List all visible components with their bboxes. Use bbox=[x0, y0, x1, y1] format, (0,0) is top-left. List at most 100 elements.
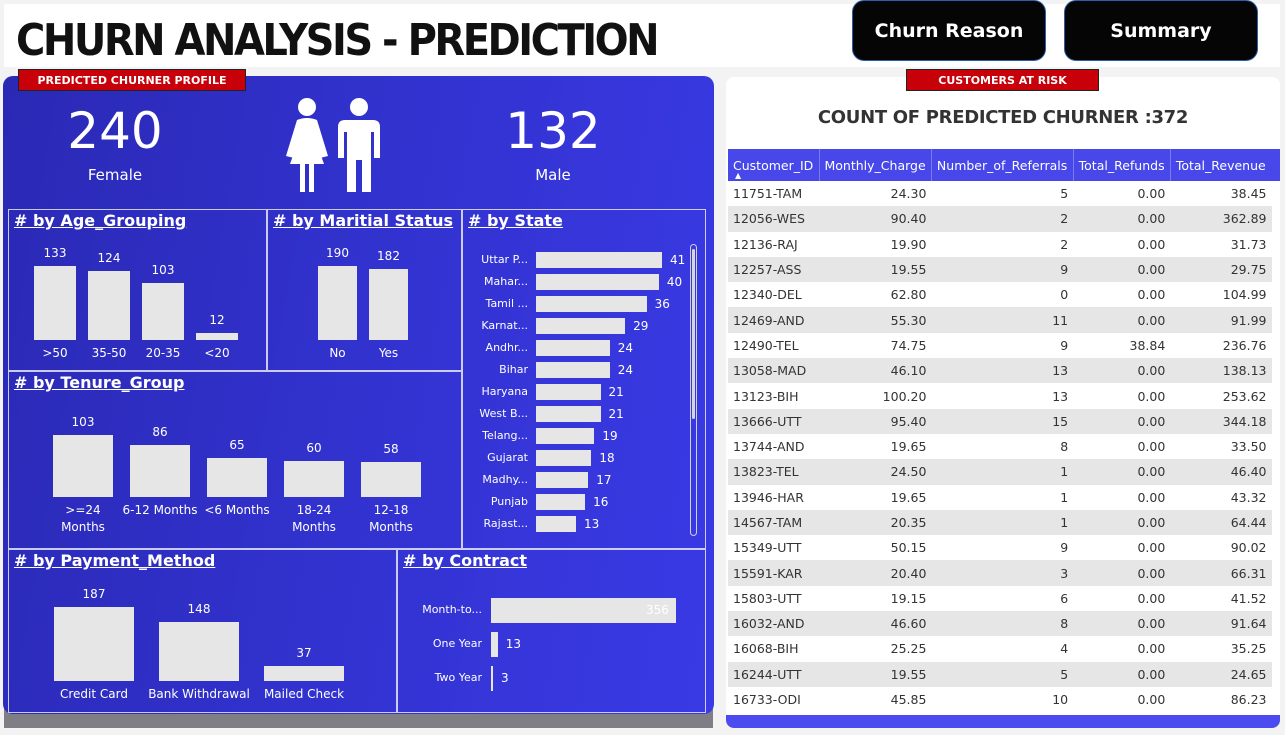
table-cell: 35.25 bbox=[1230, 641, 1267, 657]
state-chart-scroll-thumb[interactable] bbox=[692, 249, 695, 419]
contract-category-label: Two Year bbox=[434, 671, 482, 684]
table-cell: 24.50 bbox=[819, 459, 932, 485]
table-row[interactable]: 16068-BIH 25.25 4 0.00 35.25 bbox=[728, 636, 1272, 661]
sort-up-icon: ▲ bbox=[735, 171, 742, 180]
table-row[interactable]: 13058-MAD 46.10 13 0.00 138.13 bbox=[728, 358, 1272, 384]
table-cell: 64.44 bbox=[1170, 509, 1272, 536]
table-cell: 0.00 bbox=[1073, 408, 1171, 434]
tenure-category-label: <6 Months bbox=[204, 503, 270, 517]
column-header-total-revenue[interactable]: Total_Revenue bbox=[1170, 149, 1273, 181]
table-row[interactable]: 16032-AND 46.60 8 0.00 91.64 bbox=[728, 611, 1272, 637]
table-cell: 6 bbox=[1060, 590, 1069, 606]
female-male-icon bbox=[286, 98, 380, 192]
summary-button[interactable]: Summary bbox=[1064, 0, 1258, 61]
page-title: CHURN ANALYSIS - PREDICTION bbox=[16, 16, 660, 66]
churn-reason-button[interactable]: Churn Reason bbox=[852, 0, 1046, 61]
table-cell: 50.15 bbox=[890, 540, 927, 556]
table-cell: 236.76 bbox=[1222, 337, 1267, 353]
table-cell: 14567-TAM bbox=[728, 509, 819, 536]
female-label: Female bbox=[87, 166, 143, 184]
customers-table-container: Customer_ID ▲ Monthly_Charge Number_of_Refe… bbox=[728, 149, 1276, 712]
table-header-row: Customer_ID ▲ Monthly_Charge Number_of_Refe… bbox=[728, 149, 1273, 181]
state-chart: # by State Uttar P... 41 Mahar... 40 Tamil .… bbox=[462, 209, 706, 549]
state-chart-scrollbar[interactable] bbox=[690, 244, 697, 536]
column-header-number-of-referrals[interactable]: Number_of_Referrals bbox=[931, 149, 1074, 181]
table-row[interactable]: 12257-ASS 19.55 9 0.00 29.75 bbox=[728, 256, 1272, 283]
table-cell: 55.30 bbox=[819, 307, 932, 333]
table-cell: 66.31 bbox=[1170, 560, 1272, 586]
state-bar bbox=[536, 362, 610, 378]
age-bar bbox=[196, 333, 238, 340]
age-value-label: 124 bbox=[97, 251, 121, 265]
tenure-value-label: 103 bbox=[71, 415, 95, 429]
table-cell: 0.00 bbox=[1073, 560, 1171, 586]
table-row[interactable]: 15349-UTT 50.15 9 0.00 90.02 bbox=[728, 535, 1272, 560]
state-value-label: 41 bbox=[670, 253, 686, 267]
age-value-label: 12 bbox=[209, 313, 225, 328]
table-cell: 3 bbox=[931, 560, 1074, 586]
table-row[interactable]: 12136-RAJ 19.90 2 0.00 31.73 bbox=[728, 232, 1272, 257]
tenure-bar bbox=[207, 457, 267, 497]
table-cell: 8 bbox=[1060, 439, 1069, 455]
state-category-label: Karnat... bbox=[481, 319, 528, 332]
table-cell: 104.99 bbox=[1222, 287, 1267, 303]
table-row[interactable]: 13123-BIH 100.20 13 0.00 253.62 bbox=[728, 383, 1272, 408]
table-row[interactable]: 14567-TAM 20.35 1 0.00 64.44 bbox=[728, 509, 1272, 536]
age-grouping-chart: # by Age_Grouping 133 >50 124 35-50 103 20-35… bbox=[8, 209, 267, 371]
table-cell: 0.00 bbox=[1137, 641, 1166, 657]
table-cell: 16032-AND bbox=[728, 611, 819, 637]
table-cell: 95.40 bbox=[819, 408, 932, 434]
table-cell: 24.65 bbox=[1170, 661, 1272, 687]
column-header-customer-id[interactable]: Customer_ID ▲ bbox=[728, 149, 820, 181]
column-header-monthly-charge[interactable]: Monthly_Charge bbox=[819, 149, 932, 181]
table-cell: 11751-TAM bbox=[733, 186, 803, 202]
state-value-label: 18 bbox=[599, 451, 615, 465]
table-cell: 41.52 bbox=[1230, 590, 1267, 606]
table-cell: 9 bbox=[1060, 540, 1069, 556]
tenure-category-label: 12-18 Months bbox=[369, 503, 413, 534]
table-row[interactable]: 16244-UTT 19.55 5 0.00 24.65 bbox=[728, 661, 1272, 687]
table-cell: 0.00 bbox=[1137, 236, 1166, 252]
churner-profile-panel: 240 Female 132 Male # by Age_Grouping 13… bbox=[3, 76, 714, 714]
table-row[interactable]: 12469-AND 55.30 11 0.00 91.99 bbox=[728, 307, 1272, 333]
column-header-total-refunds[interactable]: Total_Refunds bbox=[1073, 149, 1171, 181]
state-value-label: 24 bbox=[617, 341, 634, 355]
table-cell: 0.00 bbox=[1073, 307, 1171, 333]
marital-bar bbox=[369, 269, 408, 340]
table-row[interactable]: 13744-AND 19.65 8 0.00 33.50 bbox=[728, 434, 1272, 459]
table-row[interactable]: 15591-KAR 20.40 3 0.00 66.31 bbox=[728, 560, 1272, 586]
table-row[interactable]: 13666-UTT 95.40 15 0.00 344.18 bbox=[728, 408, 1272, 434]
table-cell: 13666-UTT bbox=[728, 408, 819, 434]
state-category-label: Tamil ... bbox=[485, 297, 528, 310]
state-value-label: 19 bbox=[602, 429, 618, 443]
table-row[interactable]: 11751-TAM 24.30 5 0.00 38.45 bbox=[728, 181, 1272, 206]
age-category-label: 35-50 bbox=[91, 346, 127, 360]
table-row[interactable]: 12056-WES 90.40 2 0.00 362.89 bbox=[728, 206, 1272, 232]
marital-status-chart: # by Maritial Status 190 No 182 Yes bbox=[267, 209, 462, 371]
table-scrollbar[interactable] bbox=[1269, 149, 1280, 181]
table-cell: 0.00 bbox=[1137, 540, 1166, 556]
table-row[interactable]: 12490-TEL 74.75 9 38.84 236.76 bbox=[728, 333, 1272, 358]
contract-value-label: 3 bbox=[501, 671, 509, 685]
payment-value-label: 187 bbox=[82, 587, 106, 601]
table-row[interactable]: 15803-UTT 19.15 6 0.00 41.52 bbox=[728, 586, 1272, 611]
table-row[interactable]: 13823-TEL 24.50 1 0.00 46.40 bbox=[728, 459, 1272, 485]
tenure-value-label: 60 bbox=[306, 440, 322, 455]
payment-category-label: Bank Withdrawal bbox=[148, 687, 250, 701]
state-value-label: 36 bbox=[654, 297, 670, 311]
table-row[interactable]: 13946-HAR 19.65 1 0.00 43.32 bbox=[728, 485, 1272, 510]
customers-at-risk-panel: COUNT OF PREDICTED CHURNER :372 Customer… bbox=[726, 77, 1280, 728]
table-row[interactable]: 16733-ODI 45.85 10 0.00 86.23 bbox=[728, 687, 1272, 712]
table-cell: 2 bbox=[931, 206, 1074, 232]
table-row[interactable]: 12340-DEL 62.80 0 0.00 104.99 bbox=[728, 282, 1272, 307]
age-category-label: <20 bbox=[204, 346, 230, 360]
table-cell: 0.00 bbox=[1137, 489, 1166, 505]
table-cell: 0.00 bbox=[1073, 509, 1171, 536]
marital-category-label: Yes bbox=[378, 346, 399, 360]
customers-at-risk-table: Customer_ID ▲ Monthly_Charge Number_of_Refe… bbox=[728, 149, 1273, 712]
state-chart-title: # by State bbox=[468, 211, 563, 230]
state-category-label: Gujarat bbox=[487, 451, 528, 464]
payment-bar bbox=[54, 607, 134, 681]
table-cell: 19.55 bbox=[819, 661, 932, 687]
age-value-label: 103 bbox=[151, 262, 175, 277]
